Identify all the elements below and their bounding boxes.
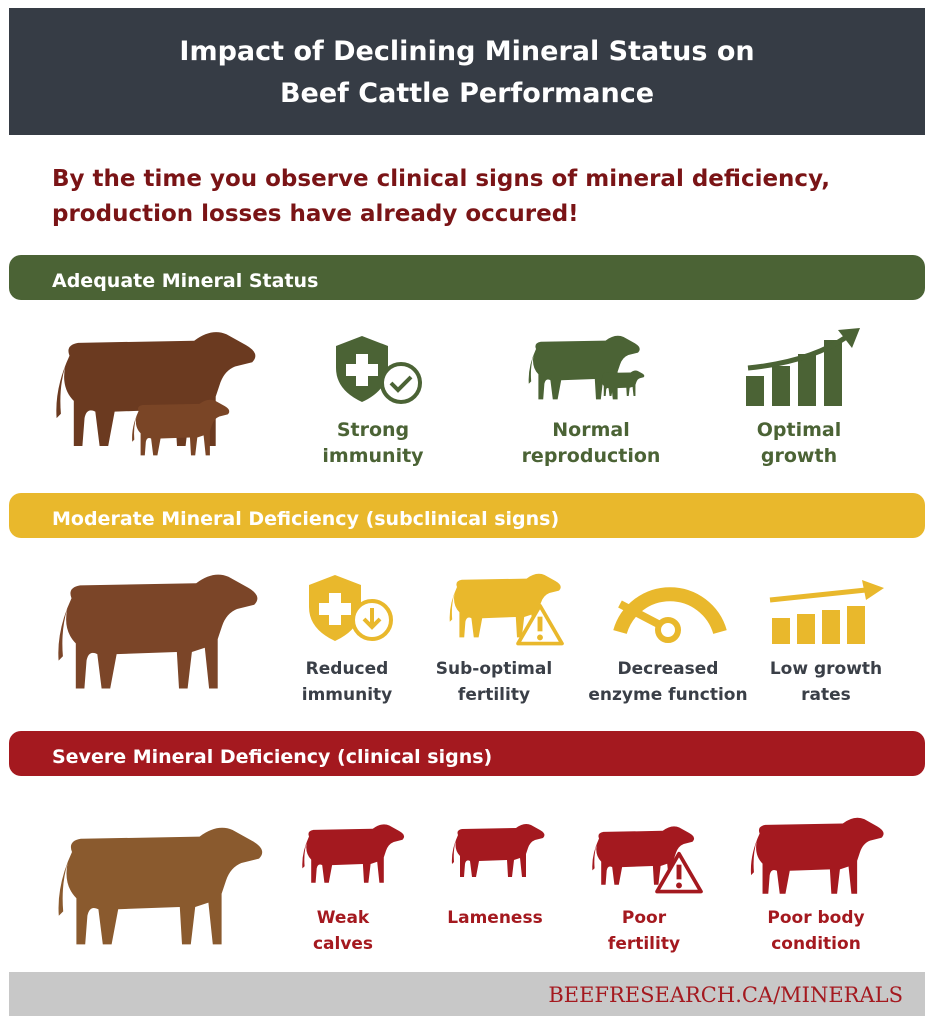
- cattle-photo: [56, 332, 263, 945]
- header-title: Impact of Declining Mineral Status on: [179, 36, 754, 67]
- subtitle: By the time you observe clinical signs o…: [52, 166, 830, 192]
- footer-link: BEEFRESEARCH.CA/MINERALS: [548, 983, 903, 1007]
- section-title: Severe Mineral Deficiency (clinical sign…: [52, 746, 492, 768]
- item-label: Lameness: [447, 908, 542, 928]
- footer-band: [9, 972, 925, 1016]
- header-title: Beef Cattle Performance: [280, 78, 654, 109]
- item-label: enzyme function: [588, 685, 747, 705]
- section-title: Adequate Mineral Status: [52, 270, 318, 292]
- item-label: fertility: [608, 934, 680, 954]
- item-label: condition: [771, 934, 861, 954]
- item-label: Decreased: [618, 659, 719, 679]
- header-band: [9, 8, 925, 135]
- item-label: growth: [761, 445, 837, 467]
- item-label: calves: [313, 934, 373, 954]
- item-label: Poor body: [767, 908, 864, 928]
- item-label: rates: [801, 685, 851, 705]
- icons-severe: [302, 817, 884, 894]
- item-label: Poor: [622, 908, 667, 928]
- item-label: Sub-optimal: [436, 659, 552, 679]
- item-label: Weak: [317, 908, 370, 928]
- section-bar: [9, 493, 925, 538]
- item-label: Strong: [337, 419, 409, 441]
- item-label: fertility: [458, 685, 530, 705]
- section-bar: [9, 731, 925, 776]
- item-label: Low growth: [770, 659, 882, 679]
- item-label: immunity: [302, 685, 393, 705]
- icons-adequate: [336, 328, 860, 406]
- section-bar: [9, 255, 925, 300]
- item-label: reproduction: [522, 445, 661, 467]
- item-label: Normal: [552, 419, 629, 441]
- item-label: Optimal: [757, 419, 841, 441]
- item-label: Reduced: [306, 659, 389, 679]
- item-label: immunity: [322, 445, 424, 467]
- icons-moderate: [309, 573, 884, 646]
- subtitle: production losses have already occured!: [52, 201, 579, 227]
- section-title: Moderate Mineral Deficiency (subclinical…: [52, 508, 559, 530]
